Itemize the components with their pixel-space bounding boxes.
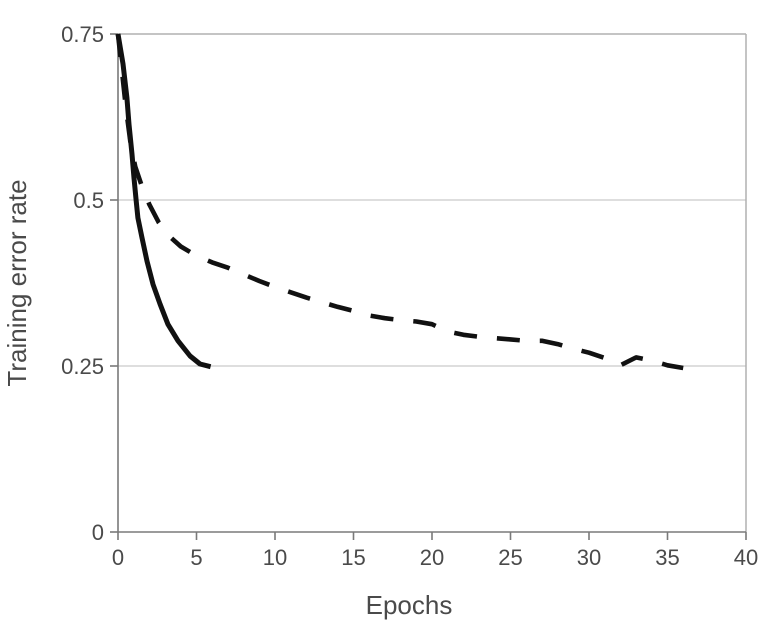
plot-border	[118, 33, 747, 532]
axes	[117, 34, 746, 533]
x-tick-label-40: 40	[734, 545, 758, 570]
x-tick-label-5: 5	[190, 545, 202, 570]
tick-labels: 0 5 10 15 20 25 30 35 40 0 0.25 0.5 0.75	[61, 22, 758, 570]
y-tick-label-0.75: 0.75	[61, 22, 104, 47]
y-tick-label-0: 0	[92, 520, 104, 545]
x-tick-label-0: 0	[112, 545, 124, 570]
x-axis-title: Epochs	[366, 590, 453, 620]
x-tick-label-20: 20	[420, 545, 444, 570]
x-tick-label-30: 30	[577, 545, 601, 570]
x-tick-label-15: 15	[341, 545, 365, 570]
y-tick-label-0.25: 0.25	[61, 354, 104, 379]
gridlines	[118, 199, 746, 367]
tick-marks	[110, 33, 747, 540]
y-axis-title: Training error rate	[2, 179, 32, 386]
x-tick-label-10: 10	[263, 545, 287, 570]
series-solid-line	[115, 33, 212, 370]
data-series	[115, 33, 684, 371]
x-tick-label-25: 25	[498, 545, 522, 570]
series-dashed-line	[115, 33, 684, 371]
x-tick-label-35: 35	[655, 545, 679, 570]
y-tick-label-0.5: 0.5	[73, 188, 104, 213]
